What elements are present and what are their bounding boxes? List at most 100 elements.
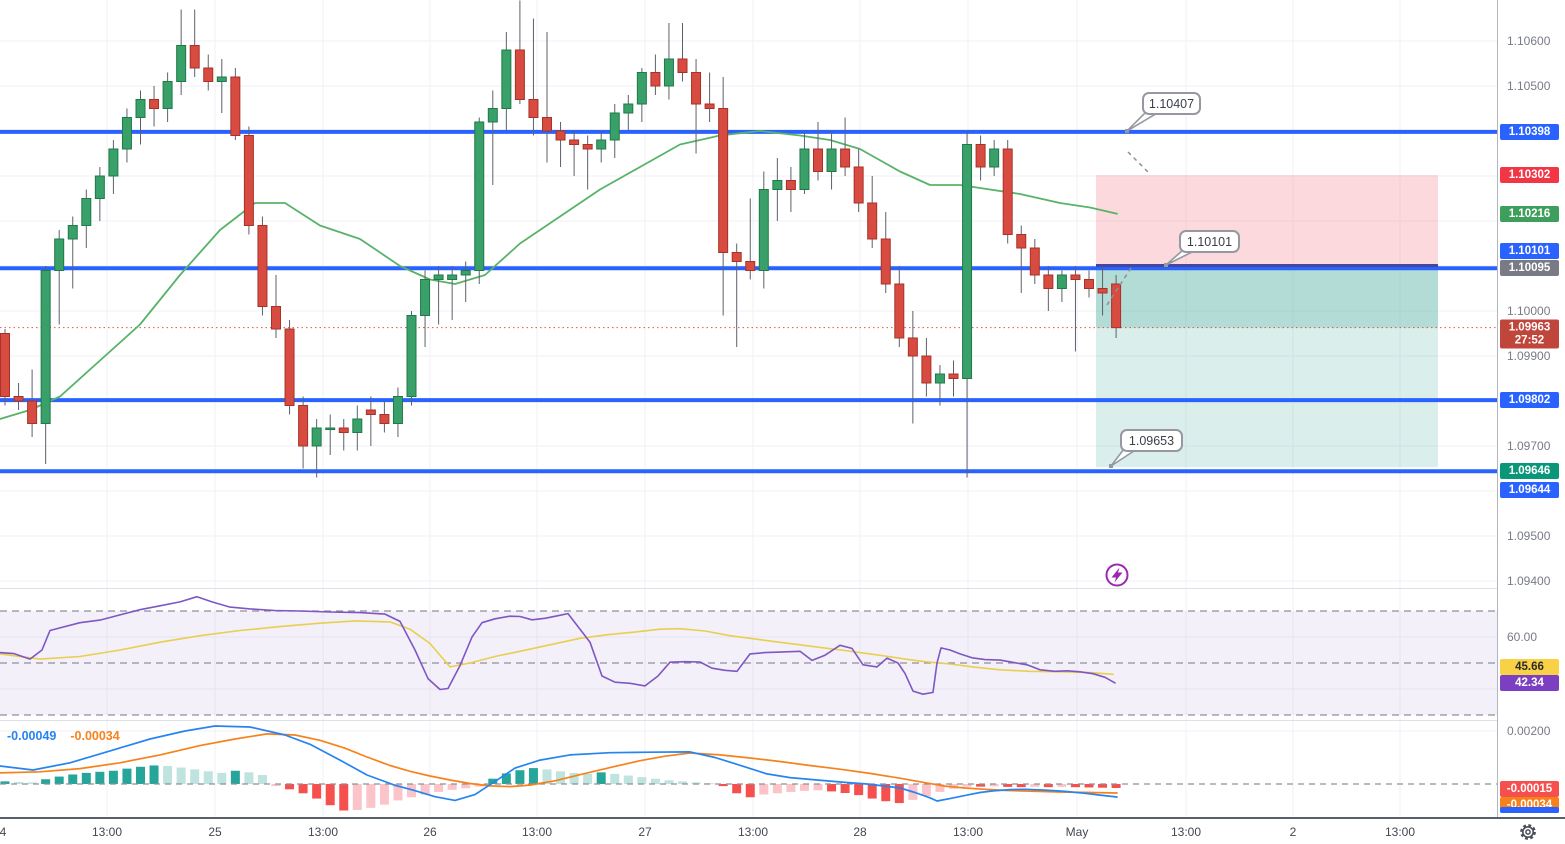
- macd-histogram-bar: [461, 784, 471, 789]
- macd-histogram-bar: [528, 768, 538, 784]
- macd-histogram-bar: [41, 779, 51, 784]
- candle-up: [94, 175, 105, 199]
- short-position-tool[interactable]: [1096, 175, 1438, 468]
- candle-down: [189, 45, 200, 69]
- candle-down: [677, 58, 688, 73]
- callout-text: 1.09653: [1129, 434, 1174, 448]
- candle-down: [379, 414, 390, 424]
- candle-down: [1084, 279, 1094, 289]
- candle-up: [54, 238, 65, 271]
- price-axis-label: 1.09400: [1507, 574, 1551, 588]
- macd-histogram-bar: [542, 769, 552, 784]
- price-axis-label: 1.10600: [1507, 34, 1551, 48]
- macd-value-badge: -0.00015: [1500, 781, 1559, 797]
- macd-histogram-bar: [190, 769, 200, 784]
- candle-up: [406, 315, 417, 397]
- pane-separator-macd[interactable]: [0, 720, 1497, 721]
- pane-separator-rsi[interactable]: [0, 588, 1497, 589]
- alert-lightning-icon[interactable]: [1105, 563, 1129, 587]
- macd-histogram-bar: [352, 784, 362, 810]
- price-callout[interactable]: 1.10101: [1164, 230, 1240, 267]
- macd-histogram-bar: [854, 784, 864, 796]
- macd-histogram-bar: [1111, 784, 1121, 788]
- time-tick-4: 4: [0, 825, 7, 839]
- candle-down: [27, 400, 38, 424]
- macd-histogram-bar: [244, 772, 254, 784]
- candle-up: [636, 72, 647, 105]
- macd-histogram-bar: [0, 781, 10, 784]
- candle-down: [867, 202, 878, 240]
- macd-histogram-bar: [136, 766, 145, 784]
- time-tick-1300: 13:00: [737, 825, 769, 839]
- candle-up: [460, 270, 471, 276]
- candle-up: [799, 148, 810, 190]
- candle-up: [1056, 274, 1067, 289]
- candle-up: [474, 121, 485, 271]
- price-level-badge: 1.10101: [1500, 243, 1559, 259]
- candle-up: [501, 49, 512, 109]
- candle-down: [1097, 288, 1108, 294]
- price-axis-label: 1.10000: [1507, 304, 1551, 318]
- macd-histogram-bar: [678, 781, 687, 784]
- candle-down: [921, 355, 932, 384]
- candle-up: [162, 81, 173, 109]
- price-callout[interactable]: 1.09653: [1109, 429, 1183, 468]
- macd-histogram-bar: [176, 767, 186, 784]
- price-axis-label: 1.10500: [1507, 79, 1551, 93]
- candle-up: [623, 103, 634, 114]
- candle-down: [880, 238, 891, 285]
- price-axis[interactable]: 1.10600 1.10500 1.10000 1.09900 1.09700 1.095…: [1497, 0, 1565, 817]
- price-axis-label: 1.09500: [1507, 529, 1551, 543]
- macd-histogram-bar: [881, 784, 891, 802]
- macd-histogram-bar: [501, 773, 511, 784]
- macd-value-label: -0.00049: [7, 729, 57, 743]
- candle-up: [135, 99, 146, 118]
- macd-histogram-bar: [68, 774, 78, 784]
- callout-box: [1120, 429, 1183, 452]
- macd-histogram-bar: [1043, 784, 1053, 788]
- candle-down: [1043, 274, 1054, 289]
- candle-up: [352, 418, 363, 433]
- macd-histogram-bar: [556, 771, 566, 784]
- candle-up: [216, 76, 227, 82]
- gridlines: [0, 0, 1497, 817]
- candle-up: [447, 274, 458, 280]
- macd-histogram-bar: [813, 784, 823, 791]
- macd-pane: [0, 725, 1497, 811]
- candle-down: [271, 306, 281, 330]
- macd-histogram-bar: [623, 775, 633, 784]
- macd-histogram-bar: [732, 784, 742, 794]
- callout-text: 1.10407: [1149, 97, 1194, 111]
- macd-histogram-bar: [921, 784, 931, 796]
- candle-down: [203, 67, 214, 82]
- candle-up: [81, 198, 92, 226]
- candle-down: [542, 117, 552, 132]
- macd-histogram-bar: [339, 784, 349, 811]
- macd-histogram-bar: [271, 784, 281, 787]
- time-tick-1300: 13:00: [952, 825, 984, 839]
- callout-anchor-dot: [1109, 464, 1113, 468]
- time-axis[interactable]: 4 13:00 25 13:00 26 13:00 27 13:00 28 13:00 May 13:…: [0, 817, 1565, 844]
- macd-histogram-bar: [298, 784, 308, 794]
- settings-gear-icon[interactable]: [1516, 820, 1540, 844]
- macd-histogram-bar: [217, 772, 227, 784]
- price-callout[interactable]: 1.10407: [1125, 92, 1201, 133]
- rsi-value-badge: 42.34: [1500, 675, 1559, 691]
- macd-histogram-bar: [745, 784, 755, 798]
- macd-histogram-bar: [1057, 784, 1067, 787]
- rsi-axis-label: 60.00: [1507, 630, 1538, 644]
- candle-down: [528, 99, 539, 118]
- candle-down: [948, 373, 959, 379]
- candle-down: [704, 103, 715, 109]
- time-tick-25: 25: [208, 825, 222, 839]
- macd-histogram-bar: [935, 784, 945, 792]
- macd-histogram-bar: [434, 784, 444, 792]
- macd-histogram-bar: [54, 776, 64, 784]
- stop-loss-zone: [1096, 175, 1438, 266]
- macd-histogram-bar: [257, 774, 267, 784]
- candle-down: [582, 144, 593, 150]
- macd-histogram-bar: [1003, 784, 1013, 787]
- time-tick-28: 28: [853, 825, 867, 839]
